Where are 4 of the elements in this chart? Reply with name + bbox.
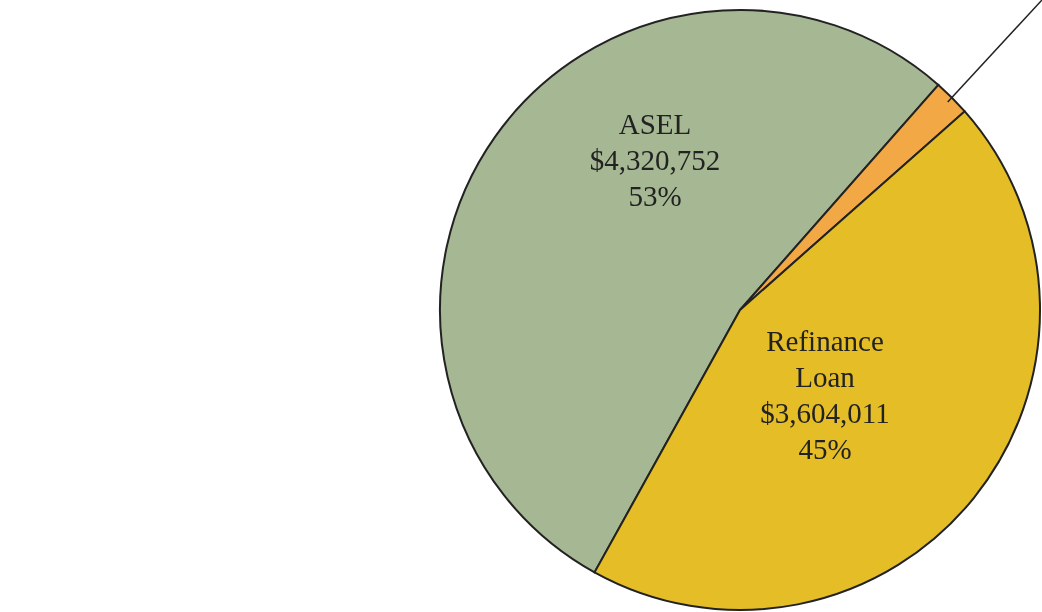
data-label: $4,320,752 53% (589, 144, 721, 213)
slice-label: ASEL (618, 108, 692, 141)
slice-label: Refinance Loan (766, 325, 884, 394)
data-label: $3,604,011 45% (760, 397, 890, 466)
